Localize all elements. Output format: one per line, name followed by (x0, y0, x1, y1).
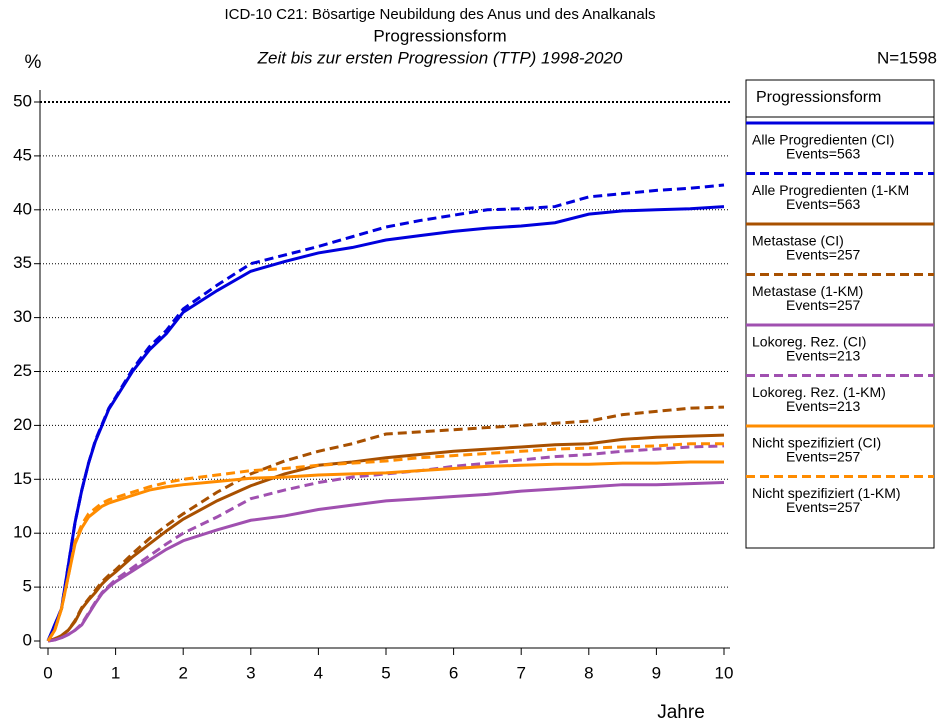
y-tick-label: 20 (13, 415, 32, 434)
y-tick-label: 25 (13, 361, 32, 380)
legend-events: Events=213 (786, 348, 861, 364)
y-tick-label: 5 (23, 577, 32, 596)
x-axis-label: Jahre (657, 702, 705, 723)
y-tick-label: 45 (13, 145, 32, 164)
x-tick-label: 2 (178, 663, 187, 682)
y-axis-label: % (25, 52, 42, 73)
n-label: N=1598 (877, 48, 937, 67)
legend-events: Events=257 (786, 499, 861, 515)
y-tick-label: 40 (13, 199, 32, 218)
series-line (46, 442, 724, 642)
legend-events: Events=257 (786, 247, 861, 263)
y-tick-label: 35 (13, 253, 32, 272)
x-tick-label: 10 (715, 663, 734, 682)
x-tick-label: 9 (652, 663, 661, 682)
x-tick-label: 1 (111, 663, 120, 682)
legend-events: Events=563 (786, 196, 861, 212)
legend-events: Events=213 (786, 398, 861, 414)
y-tick-label: 10 (13, 523, 32, 542)
legend-label: Lokoreg. Rez. (1-KM) (752, 384, 886, 400)
legend-title: Progressionsform (756, 89, 881, 106)
legend-label: Nicht spezifiziert (CI) (752, 435, 881, 451)
x-tick-label: 3 (246, 663, 255, 682)
legend-label: Metastase (CI) (752, 233, 844, 249)
x-tick-label: 6 (449, 663, 458, 682)
x-tick-label: 4 (314, 663, 323, 682)
legend-box (745, 79, 935, 549)
legend-label: Nicht spezifiziert (1-KM) (752, 485, 901, 501)
y-tick-label: 50 (13, 91, 32, 110)
series-line (46, 205, 725, 642)
y-tick-label: 0 (23, 630, 32, 649)
x-tick-label: 5 (381, 663, 390, 682)
series-line (47, 444, 725, 643)
chart-title: ICD-10 C21: Bösartige Neubildung des Anu… (224, 6, 655, 23)
legend-events: Events=257 (786, 297, 861, 313)
y-tick-label: 15 (13, 469, 32, 488)
legend-label: Lokoreg. Rez. (CI) (752, 334, 866, 350)
chart-subtitle-2: Zeit bis zur ersten Progression (TTP) 19… (257, 48, 623, 67)
x-tick-label: 7 (516, 663, 525, 682)
x-tick-label: 0 (43, 663, 52, 682)
series-line (47, 405, 725, 643)
legend-label: Alle Progredienten (CI) (752, 132, 894, 148)
legend-events: Events=257 (786, 449, 861, 465)
x-tick-label: 8 (584, 663, 593, 682)
y-tick-label: 30 (13, 307, 32, 326)
series-line (46, 460, 724, 642)
chart-subtitle: Progressionsform (373, 26, 506, 45)
series-line (46, 183, 725, 642)
legend-events: Events=563 (786, 146, 861, 162)
legend-label: Metastase (1-KM) (752, 283, 863, 299)
legend-label: Alle Progredienten (1-KM (752, 182, 909, 198)
series-line (47, 481, 725, 643)
